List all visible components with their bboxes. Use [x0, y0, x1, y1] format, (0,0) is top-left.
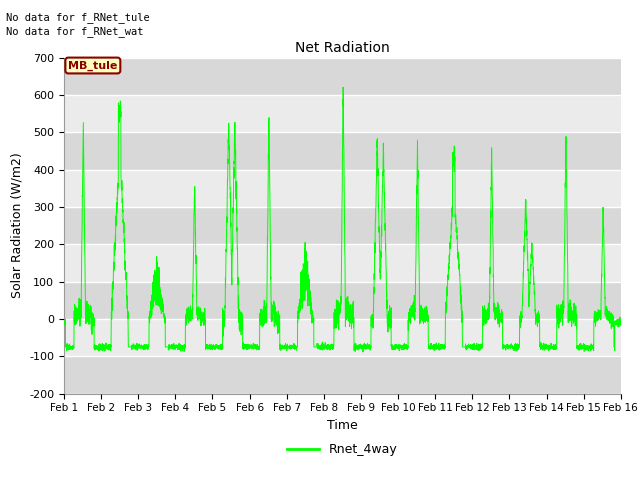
Legend: Rnet_4way: Rnet_4way	[282, 438, 403, 461]
Text: MB_tule: MB_tule	[68, 60, 118, 71]
Y-axis label: Solar Radiation (W/m2): Solar Radiation (W/m2)	[11, 153, 24, 299]
Title: Net Radiation: Net Radiation	[295, 41, 390, 55]
X-axis label: Time: Time	[327, 419, 358, 432]
Bar	[64, 282, 621, 319]
Text: No data for f_RNet_wat: No data for f_RNet_wat	[6, 26, 144, 37]
Text: No data for f_RNet_tule: No data for f_RNet_tule	[6, 12, 150, 23]
Bar	[64, 132, 621, 169]
Bar	[64, 58, 621, 95]
Bar	[64, 244, 621, 282]
Bar	[64, 95, 621, 132]
Bar	[64, 207, 621, 244]
Bar	[64, 319, 621, 356]
Bar	[64, 169, 621, 207]
Bar	[64, 356, 621, 394]
